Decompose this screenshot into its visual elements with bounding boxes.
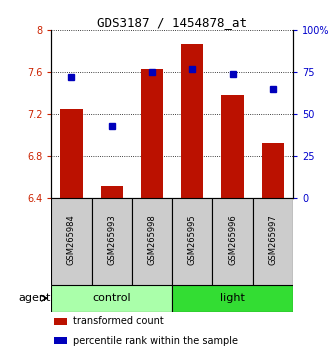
Title: GDS3187 / 1454878_at: GDS3187 / 1454878_at: [97, 16, 247, 29]
Text: transformed count: transformed count: [73, 316, 164, 326]
Bar: [92, 198, 132, 285]
Bar: [54, 337, 67, 344]
Text: GSM265995: GSM265995: [188, 215, 197, 265]
Text: GSM265998: GSM265998: [148, 215, 157, 265]
Text: percentile rank within the sample: percentile rank within the sample: [73, 336, 238, 346]
Bar: [213, 198, 253, 285]
Bar: [221, 95, 244, 198]
Bar: [141, 69, 163, 198]
Text: control: control: [92, 293, 131, 303]
Text: GSM265997: GSM265997: [268, 215, 277, 265]
Text: light: light: [220, 293, 245, 303]
Text: GSM265984: GSM265984: [67, 215, 76, 265]
Text: GSM265996: GSM265996: [228, 215, 237, 265]
Bar: [172, 198, 213, 285]
Text: GSM265993: GSM265993: [107, 215, 116, 265]
Bar: [132, 198, 172, 285]
Text: agent: agent: [18, 293, 51, 303]
Bar: [51, 198, 92, 285]
Bar: [54, 318, 67, 325]
Bar: [60, 109, 82, 198]
Bar: [172, 285, 293, 312]
Bar: [253, 198, 293, 285]
Bar: [181, 44, 203, 198]
Bar: [262, 143, 284, 198]
Bar: [51, 285, 172, 312]
Bar: [101, 185, 123, 198]
